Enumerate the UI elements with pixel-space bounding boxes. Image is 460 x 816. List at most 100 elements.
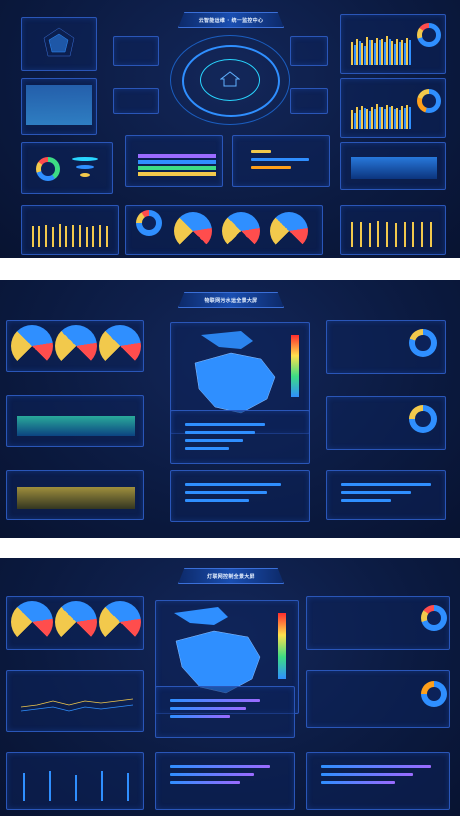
- bottom-right-panel: [340, 205, 446, 255]
- bar-donut-panel: [326, 320, 446, 374]
- chart-bar: [386, 105, 389, 129]
- chart-bar: [356, 107, 359, 129]
- chart-bar: [371, 40, 374, 65]
- funnel-panel: [21, 142, 113, 194]
- gauges-panel: [125, 205, 323, 255]
- chart-bar: [51, 226, 54, 248]
- gauge: [11, 325, 53, 367]
- chart-bar: [381, 39, 384, 65]
- hbar: [170, 773, 254, 776]
- chart-bar: [388, 107, 391, 129]
- chart-bar: [361, 43, 364, 65]
- chart-bar: [376, 38, 379, 65]
- bar-chart: [23, 771, 129, 801]
- map-legend: [278, 613, 286, 679]
- hbar-panel: [170, 410, 310, 464]
- chart-bar: [378, 40, 381, 65]
- donut-chart: [409, 329, 437, 357]
- area-fill: [17, 416, 135, 436]
- chart-bar: [360, 221, 363, 248]
- info-panel: [290, 88, 328, 114]
- hbar: [321, 781, 395, 784]
- center-rings: [170, 35, 290, 125]
- chart-bar: [393, 108, 396, 129]
- chart-bar: [406, 104, 409, 129]
- donut-chart: [36, 157, 60, 181]
- chart-bar: [391, 41, 394, 65]
- chart-bar: [398, 110, 401, 129]
- hbar: [341, 491, 411, 494]
- chart-bar: [353, 44, 356, 65]
- separator: [0, 538, 460, 558]
- bar-donut-panel: [326, 396, 446, 450]
- chart-bar: [373, 42, 376, 65]
- chart-bar: [368, 39, 371, 65]
- chart-bar: [58, 224, 61, 248]
- chart-bar: [358, 109, 361, 129]
- chart-bar: [386, 36, 389, 65]
- chart-bar: [420, 221, 423, 248]
- chart-bar: [403, 221, 406, 248]
- hbar: [170, 781, 240, 784]
- board-title: 物联网污水运全景大屏: [178, 292, 284, 308]
- chart-bar: [408, 107, 411, 129]
- funnel-level: [76, 165, 94, 169]
- hbar: [251, 158, 309, 161]
- chart-bar: [356, 39, 359, 65]
- chart-bar: [353, 112, 356, 129]
- gauge: [55, 325, 97, 367]
- stacked-bar: [138, 172, 216, 176]
- outer-ring: [170, 35, 290, 125]
- chart-bar: [403, 107, 406, 129]
- chart-bar: [394, 222, 397, 248]
- bar-donut-panel: [306, 670, 450, 728]
- hbar: [185, 439, 243, 442]
- donut-chart: [417, 23, 441, 47]
- hbar: [321, 773, 413, 776]
- hbar-panel: [170, 470, 310, 522]
- chart-bar: [351, 41, 354, 65]
- chart-bar: [361, 105, 364, 129]
- bar-chart-panel-2: [340, 78, 446, 138]
- dashboard-board-3: 灯联网控制全景大屏: [0, 558, 460, 816]
- gauge: [174, 212, 212, 250]
- chart-bar: [72, 225, 75, 248]
- chart-bar: [366, 37, 369, 65]
- chart-bar: [408, 40, 411, 65]
- table-panel: [21, 78, 97, 135]
- chart-bar: [373, 108, 376, 129]
- info-panel: [290, 36, 328, 66]
- bar-chart: [351, 217, 438, 248]
- chart-bar: [366, 108, 369, 129]
- chart-bar: [65, 225, 68, 248]
- donut-chart: [136, 210, 162, 236]
- chart-bar: [368, 110, 371, 129]
- bar-chart-panel: [6, 752, 144, 810]
- area-chart-panel: [6, 470, 144, 520]
- board-title: 云智能运维 · 统一监控中心: [178, 12, 284, 28]
- chart-bar: [368, 223, 371, 248]
- separator: [0, 258, 460, 280]
- gauge: [222, 212, 260, 250]
- bar-chart: [351, 92, 411, 129]
- hbar: [170, 715, 230, 718]
- chart-bar: [383, 42, 386, 65]
- hbar: [341, 499, 391, 502]
- chart-bar: [99, 224, 102, 248]
- area-fill: [351, 157, 437, 179]
- dashboard-board-2: 物联网污水运全景大屏: [0, 280, 460, 538]
- hbar-panel: [155, 752, 295, 810]
- hbar-panel: [155, 686, 295, 738]
- hbar: [251, 166, 291, 169]
- chart-bar: [383, 109, 386, 129]
- bar-chart: [351, 28, 411, 65]
- hbar: [170, 707, 246, 710]
- radar-chart: [43, 27, 75, 57]
- donut-chart: [417, 89, 441, 113]
- chart-bar: [85, 226, 88, 248]
- data-table: [26, 85, 92, 125]
- chart-bar: [351, 222, 354, 248]
- chart-bar: [398, 41, 401, 65]
- map: [174, 607, 261, 694]
- hbar-panel: [232, 135, 330, 187]
